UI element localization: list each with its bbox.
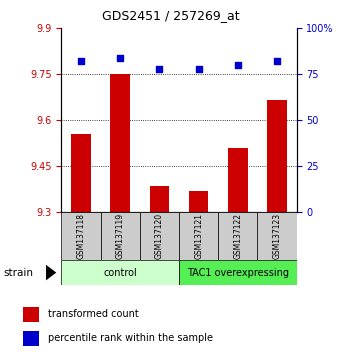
Bar: [218, 212, 257, 260]
Bar: [228, 148, 248, 354]
Bar: [267, 101, 287, 354]
Text: GSM137122: GSM137122: [233, 213, 242, 259]
Point: [78, 59, 84, 64]
Text: GSM137123: GSM137123: [272, 213, 282, 259]
Point: [196, 66, 201, 72]
Bar: [61, 260, 179, 285]
Bar: [110, 74, 130, 354]
Bar: [140, 212, 179, 260]
Text: transformed count: transformed count: [48, 309, 138, 319]
Polygon shape: [46, 265, 56, 280]
Bar: [189, 191, 208, 354]
Point: [157, 66, 162, 72]
Text: percentile rank within the sample: percentile rank within the sample: [48, 333, 213, 343]
Bar: [101, 212, 140, 260]
Text: GSM137121: GSM137121: [194, 213, 203, 259]
Text: GDS2451 / 257269_at: GDS2451 / 257269_at: [102, 9, 239, 22]
Text: strain: strain: [3, 268, 33, 278]
Bar: [23, 331, 39, 346]
Point: [274, 59, 280, 64]
Bar: [179, 260, 297, 285]
Bar: [150, 186, 169, 354]
Text: control: control: [103, 268, 137, 278]
Bar: [61, 212, 101, 260]
Text: GSM137118: GSM137118: [76, 213, 86, 259]
Text: GSM137120: GSM137120: [155, 213, 164, 259]
Point: [117, 55, 123, 61]
Point: [235, 62, 240, 68]
Bar: [71, 134, 91, 354]
Bar: [179, 212, 218, 260]
Text: GSM137119: GSM137119: [116, 213, 125, 259]
Bar: [23, 307, 39, 322]
Text: TAC1 overexpressing: TAC1 overexpressing: [187, 268, 289, 278]
Bar: [257, 212, 297, 260]
